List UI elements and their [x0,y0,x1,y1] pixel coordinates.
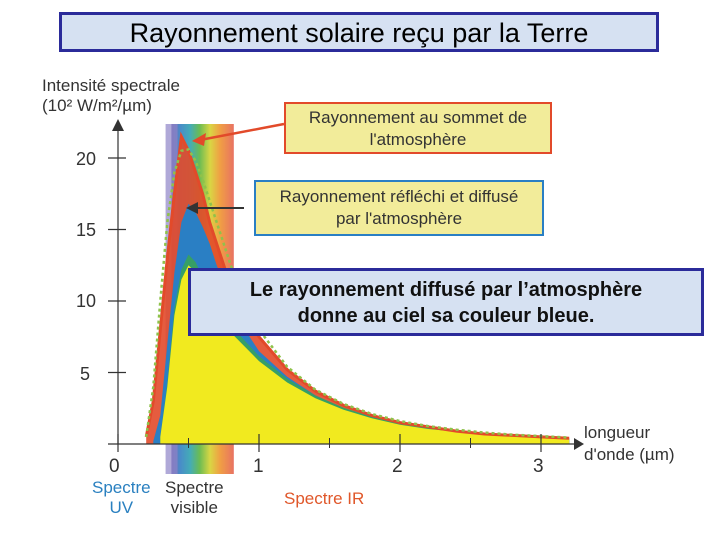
toa-callout-line1: Rayonnement au sommet de [308,108,528,127]
y-tick-label: 15 [76,220,97,240]
y-tick-label: 10 [76,291,97,311]
visible-band-label: Spectre visible [165,478,224,518]
x-axis-arrow [574,438,584,450]
note-line1: Le rayonnement diffusé par l’atmosphère [249,279,643,301]
toa-arrow-line [199,122,285,142]
x-tick-label: 0 [109,456,120,477]
uv-label-line1: Spectre [92,478,151,497]
x-axis-label-line2: d'onde (µm) [584,445,675,464]
y-axis-arrow [112,119,124,131]
note-line2: donne au ciel sa couleur bleue. [297,305,595,327]
reflected-radiation-callout: Rayonnement réfléchi et diffusé par l'at… [254,180,544,236]
slide-title: Rayonnement solaire reçu par la Terre [59,12,659,52]
toa-radiation-callout: Rayonnement au sommet de l'atmosphère [284,102,552,154]
toa-callout-line2: l'atmosphère [369,130,467,149]
x-tick-label: 2 [392,456,403,477]
visible-label-line1: Spectre [165,478,224,497]
x-tick-label: 3 [533,456,544,477]
surface-series [160,265,570,444]
y-axis-label-line1: Intensité spectrale [42,76,180,95]
reflected-callout-line2: par l'atmosphère [335,209,463,228]
y-tick-label: 20 [76,149,97,169]
blue-sky-note: Le rayonnement diffusé par l’atmosphère … [188,268,704,336]
y-axis-label-line2: (10² W/m²/µm) [42,96,152,115]
uv-label-line2: UV [109,498,134,517]
y-axis-label: Intensité spectrale (10² W/m²/µm) [42,76,180,116]
x-axis-label-line1: longueur [584,423,651,442]
x-tick-label: 1 [253,456,264,477]
x-axis-label: longueur d'onde (µm) [584,422,675,466]
y-tick-label: 5 [80,364,91,384]
visible-label-line2: visible [170,498,218,517]
uv-band-label: Spectre UV [92,478,151,518]
toa-arrow-head [192,133,206,146]
reflected-callout-line1: Rayonnement réfléchi et diffusé [279,187,519,206]
ir-band-label: Spectre IR [284,489,365,508]
reflected-arrow-head [186,202,198,214]
